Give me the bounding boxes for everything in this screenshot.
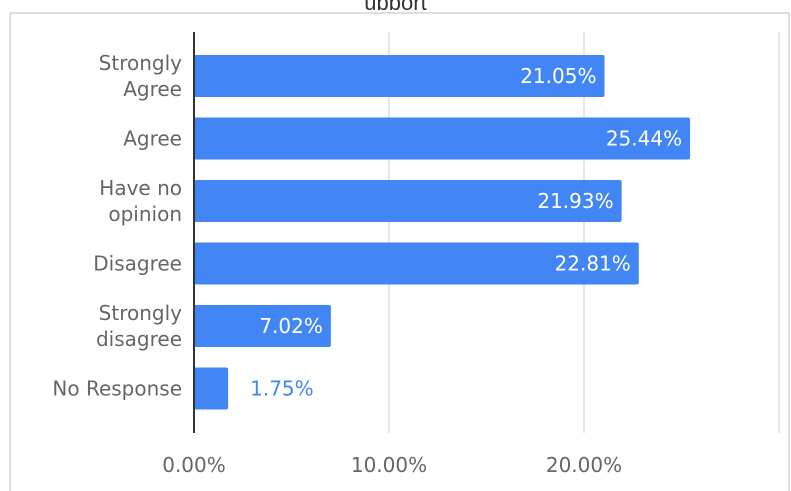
category-label: Strongly xyxy=(99,301,182,325)
data-label: 21.05% xyxy=(520,64,596,88)
bar xyxy=(194,305,331,347)
bar xyxy=(194,242,639,285)
bar xyxy=(194,117,691,160)
data-label: 22.81% xyxy=(555,252,631,276)
bar xyxy=(194,55,605,97)
category-label: Have no xyxy=(99,176,182,200)
data-label: 7.02% xyxy=(259,314,323,338)
x-tick-label: 20.00% xyxy=(546,453,622,477)
category-label: No Response xyxy=(52,377,182,401)
category-label: Disagree xyxy=(93,252,182,276)
bar xyxy=(194,180,622,222)
x-tick-label: 10.00% xyxy=(351,453,427,477)
x-tick-label: 0.00% xyxy=(162,453,226,477)
category-label: Strongly xyxy=(99,51,182,75)
category-label: disagree xyxy=(96,327,182,351)
category-label: Agree xyxy=(123,127,182,151)
data-label: 25.44% xyxy=(606,127,682,151)
data-label: 21.93% xyxy=(537,189,613,213)
data-label: 1.75% xyxy=(250,377,314,401)
chart-title-fragment: upport xyxy=(0,0,791,10)
bar xyxy=(194,367,229,410)
category-label: Agree xyxy=(123,77,182,101)
category-label: opinion xyxy=(108,202,182,226)
